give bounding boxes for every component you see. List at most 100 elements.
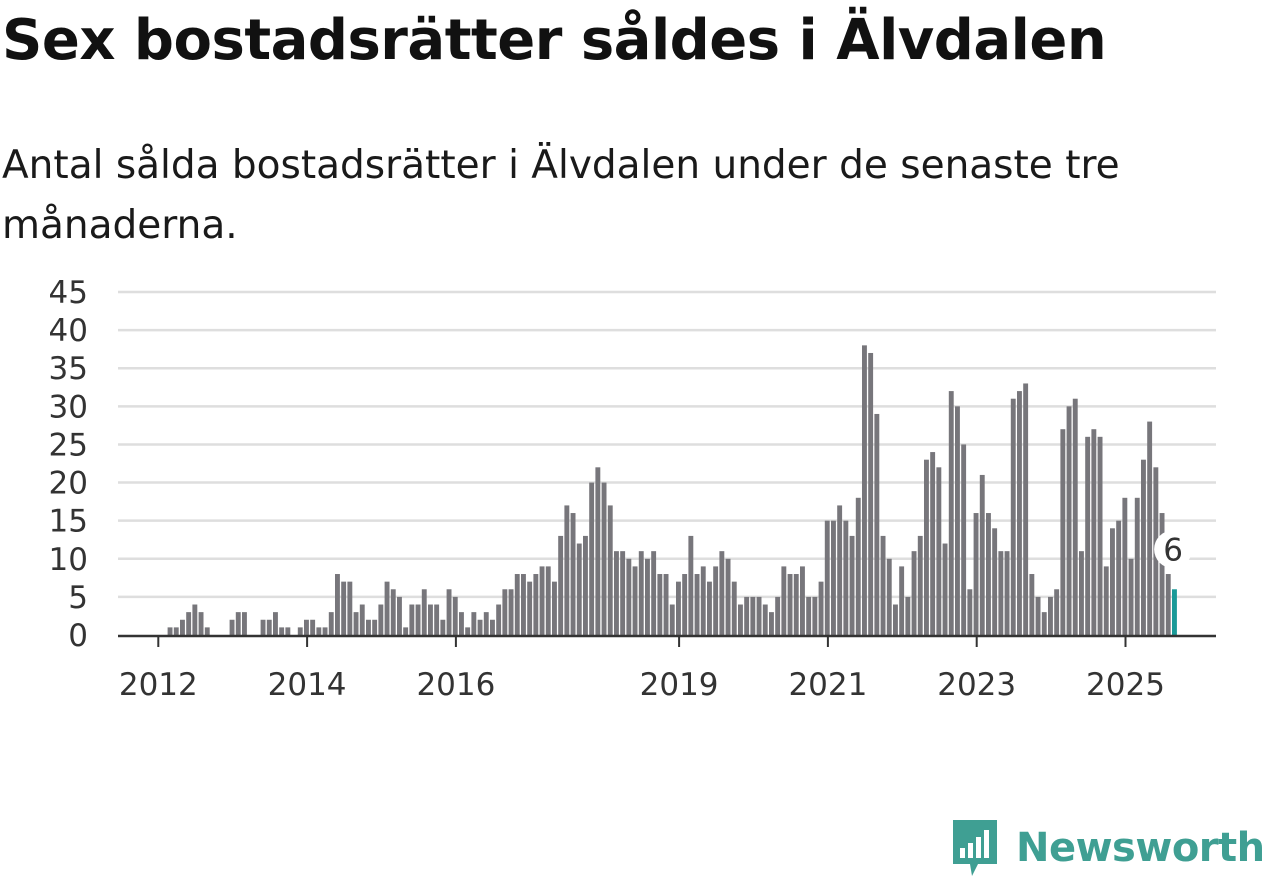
bar: [173, 627, 179, 635]
bar: [459, 612, 464, 635]
bar: [793, 574, 799, 635]
bar: [322, 627, 328, 635]
bar: [719, 551, 725, 635]
y-tick-label: 15: [49, 504, 88, 540]
x-axis-ticks: 2012 2014 2016 2019 2021 2023 2025: [119, 637, 1165, 703]
bar: [1017, 391, 1022, 635]
bar: [496, 604, 502, 635]
bar: [781, 566, 787, 635]
bar: [973, 513, 979, 635]
bar: [688, 535, 694, 635]
bar: [310, 619, 316, 635]
bar: [521, 574, 526, 635]
bar: [347, 581, 353, 635]
bar: [750, 596, 756, 635]
bar: [855, 497, 861, 635]
bar: [917, 535, 923, 635]
bar: [607, 505, 613, 635]
bar: [229, 619, 235, 635]
y-tick-label: 10: [49, 542, 88, 578]
bar: [279, 627, 285, 635]
bar: [502, 589, 508, 635]
bar: [868, 352, 874, 635]
bar: [595, 467, 601, 635]
bar: [831, 520, 836, 635]
bar: [979, 474, 985, 635]
bar: [812, 596, 818, 635]
bar: [180, 619, 185, 635]
bar: [601, 482, 607, 635]
bar: [998, 551, 1004, 635]
bar: [242, 612, 247, 635]
bar: [1134, 497, 1140, 635]
bar: [1060, 429, 1066, 635]
bar: [651, 551, 657, 635]
bar: [1116, 520, 1122, 635]
bar: [434, 604, 440, 635]
bar: [837, 505, 843, 635]
bars: [167, 345, 1177, 635]
bar: [880, 535, 886, 635]
bar: [762, 604, 768, 635]
bar: [452, 596, 458, 635]
bar: [1091, 429, 1097, 635]
bar: [911, 551, 917, 635]
bar: [235, 612, 241, 635]
x-tick-label: 2025: [1086, 667, 1165, 703]
bar: [707, 581, 712, 635]
bar: [198, 612, 204, 635]
bar: [824, 520, 830, 635]
bar: [403, 627, 409, 635]
y-tick-label: 0: [68, 618, 88, 654]
bar: [1048, 596, 1053, 635]
bar: [1072, 398, 1078, 635]
x-tick-label: 2021: [788, 667, 867, 703]
bar: [397, 596, 402, 635]
bar: [316, 627, 322, 635]
bar: [731, 581, 737, 635]
bar: [645, 558, 650, 635]
highlight-bar: [1172, 589, 1177, 635]
bar: [967, 589, 973, 635]
value-label-background: [1154, 530, 1193, 569]
y-tick-label: 30: [49, 389, 88, 425]
bar: [682, 574, 688, 635]
bar: [508, 589, 514, 635]
bar: [1085, 436, 1091, 635]
x-tick-label: 2019: [640, 667, 719, 703]
bar: [843, 520, 849, 635]
x-tick-label: 2016: [416, 667, 495, 703]
bar: [1054, 589, 1060, 635]
bar: [676, 581, 681, 635]
bar: [669, 604, 675, 635]
bar: [1128, 558, 1134, 635]
bar: [769, 612, 774, 635]
bar: [806, 596, 812, 635]
bar: [756, 596, 762, 635]
bar: [564, 505, 570, 635]
bar: [1147, 421, 1153, 635]
bar: [992, 528, 998, 635]
bar: [483, 612, 489, 635]
bar: [905, 596, 911, 635]
bar: [1029, 574, 1035, 635]
bar: [1110, 528, 1115, 635]
bar: [663, 574, 669, 635]
bar: [378, 604, 384, 635]
bar: [936, 467, 942, 635]
bar: [961, 444, 967, 635]
newsworthy-logo: Newsworthy: [950, 818, 1262, 878]
bar: [415, 604, 421, 635]
bar: [948, 391, 954, 635]
bar: [204, 627, 210, 635]
y-tick-label: 5: [68, 580, 88, 616]
bar: [527, 581, 533, 635]
bar: [465, 627, 471, 635]
bar: [1004, 551, 1010, 635]
bar: [558, 535, 564, 635]
bar: [874, 413, 880, 635]
bar: [477, 619, 483, 635]
highlight-value-label: 6: [1163, 532, 1183, 568]
bar: [409, 604, 415, 635]
